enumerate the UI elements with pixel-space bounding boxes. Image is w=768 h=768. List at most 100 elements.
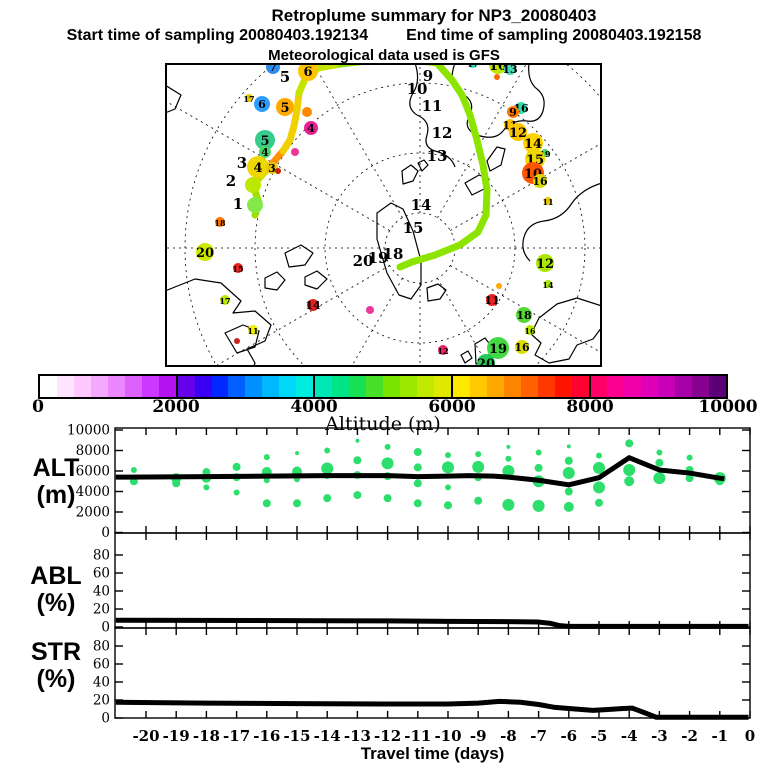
centroid-dot-label: 17 xyxy=(467,63,478,69)
centroid-dot-label: 14 xyxy=(542,280,554,290)
colorbar-cell xyxy=(175,376,195,397)
colorbar-tick: 0 xyxy=(32,397,44,417)
plume-bubble xyxy=(413,448,422,457)
centroid-dot-label: 12 xyxy=(437,346,448,356)
plume-bubble xyxy=(566,444,571,449)
svg-text:0: 0 xyxy=(101,620,110,636)
colorbar-cell xyxy=(692,376,710,397)
centroid-dot-label: 12 xyxy=(536,257,554,272)
svg-text:20: 20 xyxy=(93,693,110,709)
plume-bubble xyxy=(130,466,137,473)
abl-label: ABL xyxy=(30,562,82,590)
plume-bubble xyxy=(355,438,360,443)
map-border xyxy=(165,63,602,367)
centroid-dot xyxy=(245,94,253,102)
centroid-dot xyxy=(509,123,527,141)
centroid-dot xyxy=(196,243,214,261)
sampling-times: Start time of sampling 20080403.192134 E… xyxy=(0,27,768,45)
altitude-colorbar xyxy=(38,374,728,399)
colorbar-cell xyxy=(245,376,263,397)
centroid-dot xyxy=(234,338,240,344)
colorbar-cell xyxy=(73,376,91,397)
colorbar-cell xyxy=(658,376,676,397)
svg-text:-11: -11 xyxy=(404,727,431,745)
plume-bubble xyxy=(502,465,515,477)
plume-bubble xyxy=(596,452,602,459)
colorbar-cell xyxy=(313,376,333,397)
plume-bubble xyxy=(413,499,422,508)
centroid-dot xyxy=(516,307,532,323)
svg-text:80: 80 xyxy=(93,548,110,564)
colorbar-cell xyxy=(194,376,212,397)
colorbar-tick: 2000 xyxy=(152,397,200,417)
colorbar-cell xyxy=(40,376,57,397)
plume-bubble xyxy=(442,461,454,474)
plume-bubble xyxy=(563,501,574,512)
centroid-dot-label: 5 xyxy=(280,101,289,116)
colorbar-cell xyxy=(537,376,555,397)
svg-text:-9: -9 xyxy=(470,727,487,745)
plume-bubble xyxy=(593,481,605,494)
centroid-dot-label: 20 xyxy=(196,246,214,261)
centroid-dot xyxy=(248,325,258,335)
colorbar-cell xyxy=(262,376,280,397)
x-tick-labels: -20 -19 -18 -17 -16 -15 -14 -13 -12 -11 -10 -9 -8 -7-… xyxy=(132,727,755,745)
svg-text:20: 20 xyxy=(353,252,374,270)
plume-bubble xyxy=(293,499,301,508)
colorbar-cell xyxy=(296,376,314,397)
svg-text:12: 12 xyxy=(432,124,453,142)
colorbar-cell xyxy=(520,376,538,397)
centroid-dot xyxy=(487,337,509,359)
centroid-dot-label: 7 xyxy=(269,63,277,74)
colorbar-tick: 4000 xyxy=(290,397,338,417)
plume-bubble xyxy=(321,462,334,475)
plume-bubble xyxy=(413,479,422,488)
end-time-text: End time of sampling 20080403.192158 xyxy=(406,27,702,44)
svg-text:60: 60 xyxy=(93,657,110,673)
svg-text:-19: -19 xyxy=(163,727,190,745)
centroid-dot xyxy=(291,148,299,156)
centroid-dot xyxy=(302,107,312,117)
centroid-dot xyxy=(533,174,547,188)
centroid-dot-label: 16 xyxy=(524,326,536,336)
colorbar-cell xyxy=(624,376,642,397)
plume-bubble xyxy=(564,487,573,496)
colorbar-cell xyxy=(56,376,74,397)
centroid-dot xyxy=(515,340,529,354)
alt-panel-label: ALT (m) xyxy=(14,455,98,509)
centroid-dot xyxy=(438,345,448,355)
plume-bubble xyxy=(595,498,603,507)
centroid-dot xyxy=(489,63,507,74)
plume-bubble xyxy=(445,484,451,491)
plume-bubble xyxy=(474,496,483,505)
svg-text:19: 19 xyxy=(368,249,389,267)
plume-bubble xyxy=(625,439,634,448)
svg-text:-5: -5 xyxy=(591,727,608,745)
centroid-dot xyxy=(507,106,519,118)
plume-bubble xyxy=(445,452,451,459)
colorbar-cell xyxy=(349,376,367,397)
centroid-dot-label: 11 xyxy=(247,326,258,336)
centroid-dot-label: 4 xyxy=(253,161,262,176)
centroid-dot xyxy=(544,197,552,205)
y-tick-labels: 10000 8000 6000 4000 2000 0 80 60 40 20 0 80 60 40 20 0 xyxy=(67,423,110,727)
polar-map: 7 6 17 6 5 4 5 4 4 3 18 20 15 17 11 14 12 17 10 13 16 9 11 12 14… xyxy=(165,63,602,367)
centroid-dot xyxy=(215,217,225,227)
svg-text:1: 1 xyxy=(233,195,243,213)
svg-text:-2: -2 xyxy=(681,727,698,745)
centroid-dot-label: 11 xyxy=(542,197,553,207)
colorbar-cell xyxy=(675,376,693,397)
plume-bubble xyxy=(472,460,485,473)
svg-text:-10: -10 xyxy=(434,727,461,745)
plume-bubble xyxy=(353,456,362,465)
svg-text:-15: -15 xyxy=(283,727,310,745)
svg-text:-6: -6 xyxy=(560,727,577,745)
plume-bubble xyxy=(353,491,362,500)
centroid-dot xyxy=(307,299,319,311)
plume-bubble xyxy=(505,455,512,462)
svg-text:80: 80 xyxy=(93,639,110,655)
plume-bubble xyxy=(295,451,299,456)
